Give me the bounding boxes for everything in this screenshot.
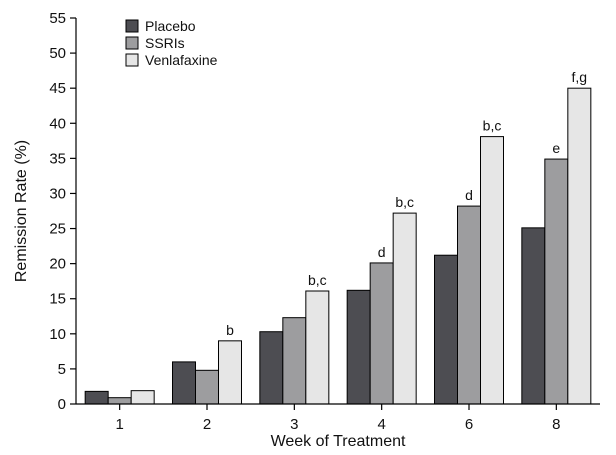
bar-ssris-week-3 xyxy=(282,317,307,405)
significance-label: b,c xyxy=(483,118,502,134)
bar-venlafaxine-week-1 xyxy=(130,390,155,405)
legend-label-venlafaxine: Venlafaxine xyxy=(145,52,218,68)
significance-label: e xyxy=(552,140,560,156)
significance-label: d xyxy=(465,187,473,203)
x-tick-label: 8 xyxy=(552,416,560,433)
significance-label: f,g xyxy=(572,69,588,85)
y-tick-label: 40 xyxy=(49,115,66,132)
x-tick-label: 1 xyxy=(115,416,123,433)
y-axis-ticks: 0 5 10 15 20 25 30 35 40 45 50 55 xyxy=(49,10,76,413)
bar-placebo-week-3 xyxy=(259,331,284,405)
significance-label: d xyxy=(378,244,386,260)
bar-placebo-week-4 xyxy=(346,289,371,405)
x-tick-label: 4 xyxy=(377,416,385,433)
y-tick-label: 0 xyxy=(58,396,66,413)
y-tick-label: 20 xyxy=(49,256,66,273)
y-tick-label: 30 xyxy=(49,185,66,202)
bar-placebo-week-1 xyxy=(84,390,109,405)
y-tick-label: 10 xyxy=(49,326,66,343)
bar-ssris-week-8 xyxy=(544,158,569,405)
x-axis-ticks: 1 2 3 4 6 8 xyxy=(115,404,561,433)
bar-ssris-week-2 xyxy=(195,369,219,405)
significance-label: b xyxy=(226,322,234,338)
bar-placebo-week-6 xyxy=(434,254,458,405)
legend-swatch-venlafaxine xyxy=(125,53,139,67)
y-tick-label: 5 xyxy=(58,361,66,378)
legend-swatch-placebo xyxy=(125,19,139,33)
bar-venlafaxine-week-2 xyxy=(218,340,242,405)
bar-venlafaxine-week-8 xyxy=(567,87,592,405)
y-tick-label: 55 xyxy=(49,10,66,27)
y-tick-label: 15 xyxy=(49,291,66,308)
bar-placebo-week-2 xyxy=(172,361,196,405)
y-tick-label: 35 xyxy=(49,150,66,167)
legend-label-ssris: SSRIs xyxy=(145,35,185,51)
y-tick-label: 45 xyxy=(49,80,66,97)
legend-label-placebo: Placebo xyxy=(145,18,196,34)
x-tick-label: 6 xyxy=(465,416,473,433)
bar-ssris-week-1 xyxy=(107,397,132,405)
bar-ssris-week-6 xyxy=(457,205,481,405)
annotations: b b,c d b,c d b,c e f,g xyxy=(226,69,587,338)
bar-venlafaxine-week-3 xyxy=(305,290,330,405)
x-tick-label: 3 xyxy=(290,416,298,433)
bar-venlafaxine-week-6 xyxy=(480,136,504,405)
plot-area xyxy=(84,87,592,405)
bar-placebo-week-8 xyxy=(521,227,546,405)
y-tick-label: 50 xyxy=(49,45,66,62)
x-axis-title: Week of Treatment xyxy=(271,433,406,450)
x-tick-label: 2 xyxy=(203,416,211,433)
bar-ssris-week-4 xyxy=(369,262,394,405)
y-axis-title: Remission Rate (%) xyxy=(13,140,30,282)
y-tick-label: 25 xyxy=(49,221,66,238)
legend-swatch-ssris xyxy=(125,36,139,50)
bar-venlafaxine-week-4 xyxy=(392,212,417,405)
significance-label: b,c xyxy=(308,272,327,288)
significance-label: b,c xyxy=(395,194,414,210)
